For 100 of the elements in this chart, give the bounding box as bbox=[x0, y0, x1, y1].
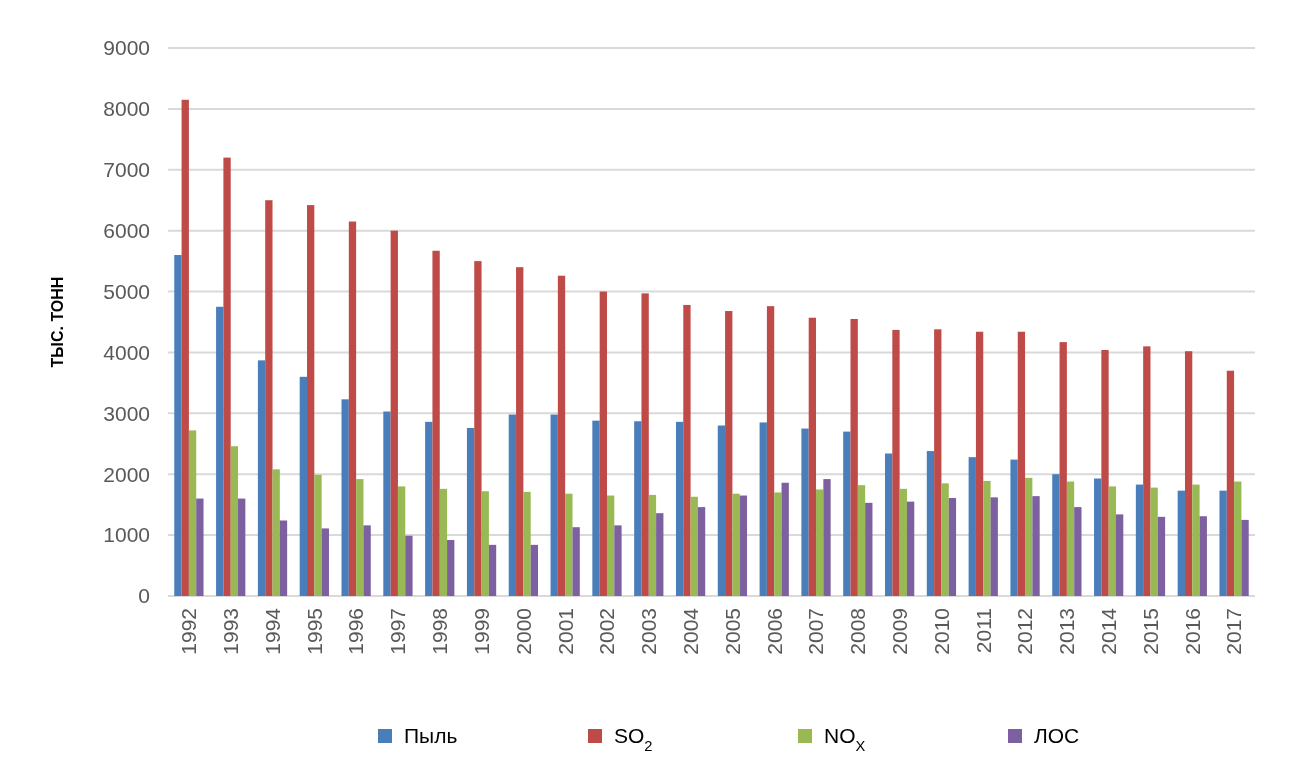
bar bbox=[683, 304, 691, 596]
bar bbox=[717, 425, 726, 596]
bar bbox=[188, 430, 197, 596]
bar bbox=[732, 493, 740, 596]
bar bbox=[348, 221, 357, 596]
bar bbox=[1059, 342, 1067, 596]
x-tick-label: 1999 bbox=[469, 608, 493, 655]
bar bbox=[508, 414, 517, 596]
legend-label: ЛОС bbox=[1034, 724, 1080, 748]
bar bbox=[808, 317, 817, 596]
bar bbox=[550, 414, 558, 596]
bar bbox=[1150, 487, 1158, 596]
bar bbox=[1101, 350, 1109, 596]
bar bbox=[356, 479, 364, 596]
bar bbox=[1177, 490, 1185, 596]
bar bbox=[990, 497, 998, 596]
bar bbox=[599, 291, 607, 596]
bar bbox=[383, 411, 391, 596]
bar bbox=[1143, 346, 1151, 596]
x-tick-label: 1995 bbox=[302, 608, 326, 655]
x-tick-label: 2017 bbox=[1222, 608, 1246, 655]
bar bbox=[634, 421, 642, 596]
bar bbox=[390, 230, 398, 596]
bar bbox=[1010, 459, 1018, 596]
x-tick-label: 2002 bbox=[595, 608, 619, 655]
x-tick-label: 1998 bbox=[428, 608, 452, 655]
y-tick-label: 6000 bbox=[103, 219, 150, 243]
bar bbox=[488, 544, 497, 596]
x-tick-label: 2010 bbox=[929, 608, 953, 655]
bar bbox=[843, 431, 851, 596]
bar bbox=[341, 399, 349, 596]
x-tick-label: 1992 bbox=[177, 608, 201, 655]
y-tick-label: 4000 bbox=[103, 340, 150, 364]
y-tick-label: 7000 bbox=[103, 158, 150, 182]
bar bbox=[975, 331, 984, 596]
bar bbox=[948, 497, 957, 596]
x-tick-label: 1993 bbox=[219, 608, 243, 655]
bar bbox=[801, 428, 809, 596]
bar bbox=[934, 329, 942, 596]
bar bbox=[523, 491, 531, 596]
bar bbox=[865, 502, 873, 596]
bar bbox=[774, 492, 782, 596]
bar bbox=[885, 453, 893, 596]
y-tick-label: 8000 bbox=[103, 97, 150, 121]
y-tick-label: 3000 bbox=[103, 401, 150, 425]
bar bbox=[397, 486, 406, 596]
x-tick-label: 2006 bbox=[762, 608, 786, 655]
bar bbox=[1025, 477, 1033, 596]
bar bbox=[1094, 478, 1102, 596]
bar bbox=[1219, 490, 1227, 596]
bar bbox=[906, 501, 915, 596]
bar bbox=[181, 99, 189, 596]
bar bbox=[272, 469, 280, 596]
bar bbox=[363, 525, 371, 596]
x-tick-label: 2001 bbox=[553, 608, 577, 655]
x-tick-label: 2007 bbox=[804, 608, 828, 655]
x-tick-label: 2009 bbox=[887, 608, 911, 655]
bar bbox=[614, 525, 622, 596]
bar bbox=[1234, 481, 1242, 596]
bar bbox=[466, 427, 475, 596]
bar bbox=[572, 527, 580, 596]
bar bbox=[257, 360, 266, 596]
legend-label: SO$_{2}$ bbox=[614, 724, 653, 755]
bar bbox=[675, 421, 684, 596]
bar bbox=[1052, 474, 1060, 596]
y-tick-label: 9000 bbox=[103, 36, 150, 60]
bar bbox=[759, 422, 767, 596]
bar bbox=[474, 261, 482, 596]
bar bbox=[1115, 514, 1124, 596]
bar bbox=[899, 488, 907, 596]
bar bbox=[606, 495, 615, 596]
bar bbox=[279, 520, 288, 596]
bar bbox=[1108, 486, 1116, 596]
bar bbox=[1017, 331, 1026, 596]
bar bbox=[1157, 516, 1166, 596]
bar bbox=[697, 507, 706, 596]
bar bbox=[1192, 484, 1200, 596]
bar bbox=[1032, 496, 1040, 596]
bar bbox=[530, 544, 538, 596]
bar bbox=[690, 496, 698, 596]
bar bbox=[174, 255, 182, 596]
bar bbox=[314, 474, 322, 596]
y-tick-label: 2000 bbox=[103, 462, 150, 486]
bar bbox=[968, 457, 976, 596]
bar bbox=[926, 451, 935, 596]
bar bbox=[307, 205, 315, 596]
y-tick-label: 0 bbox=[138, 584, 150, 608]
y-tick-label: 5000 bbox=[103, 279, 150, 303]
bar bbox=[265, 200, 273, 596]
x-tick-label: 1996 bbox=[344, 608, 368, 655]
bar bbox=[299, 376, 308, 596]
y-tick-label: 1000 bbox=[103, 523, 150, 547]
bar bbox=[850, 318, 858, 596]
x-tick-label: 1994 bbox=[260, 607, 284, 655]
bar bbox=[1184, 351, 1193, 596]
bar bbox=[1074, 507, 1082, 596]
x-tick-label: 2015 bbox=[1138, 608, 1162, 655]
x-tick-label: 2012 bbox=[1013, 608, 1037, 655]
bar bbox=[739, 495, 748, 596]
bar bbox=[1135, 484, 1144, 596]
